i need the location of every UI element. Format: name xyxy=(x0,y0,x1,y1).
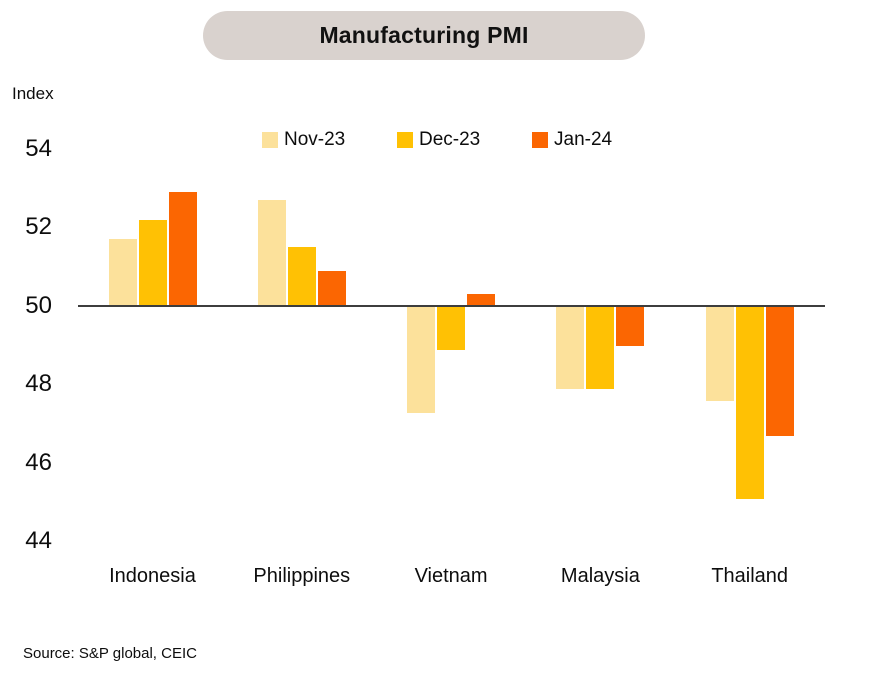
legend-item-dec-23: Dec-23 xyxy=(397,129,481,150)
bar-indonesia-nov-23 xyxy=(108,239,137,306)
bar-philippines-jan-24 xyxy=(317,270,346,306)
y-tick-label-54: 54 xyxy=(25,135,52,162)
bar-philippines-dec-23 xyxy=(287,247,316,306)
legend-item-jan-24: Jan-24 xyxy=(532,129,613,150)
bar-malaysia-dec-23 xyxy=(586,306,615,390)
y-tick-label-48: 48 xyxy=(25,370,52,398)
legend-item-nov-23: Nov-23 xyxy=(262,129,346,150)
bar-thailand-jan-24 xyxy=(765,306,794,437)
y-tick-label-50: 50 xyxy=(25,291,52,319)
source-note: Source: S&P global, CEIC xyxy=(23,645,197,662)
bar-indonesia-dec-23 xyxy=(138,219,167,306)
bar-vietnam-jan-24 xyxy=(467,294,496,306)
y-tick-label-46: 46 xyxy=(25,448,52,476)
legend-label-dec-23: Dec-23 xyxy=(419,129,481,150)
bar-thailand-dec-23 xyxy=(735,306,764,499)
y-tick-label-44: 44 xyxy=(25,527,52,554)
legend-label-nov-23: Nov-23 xyxy=(284,129,346,150)
bar-indonesia-jan-24 xyxy=(168,192,197,306)
x-category-label-thailand: Thailand xyxy=(711,565,789,587)
bar-malaysia-jan-24 xyxy=(616,306,645,346)
chart-title-pill: Manufacturing PMI xyxy=(203,11,645,60)
x-category-label-philippines: Philippines xyxy=(253,565,351,587)
y-tick-label-52: 52 xyxy=(25,213,52,241)
bar-malaysia-nov-23 xyxy=(556,306,585,390)
baseline-axis xyxy=(78,304,825,307)
x-category-label-vietnam: Vietnam xyxy=(414,565,488,587)
legend-swatch-nov-23-icon xyxy=(262,132,278,148)
bar-philippines-nov-23 xyxy=(257,199,286,306)
legend-label-jan-24: Jan-24 xyxy=(554,129,613,150)
legend-swatch-jan-24-icon xyxy=(532,132,548,148)
bar-vietnam-nov-23 xyxy=(407,306,436,413)
chart-title: Manufacturing PMI xyxy=(319,22,529,48)
x-category-label-indonesia: Indonesia xyxy=(109,565,196,587)
legend-swatch-dec-23-icon xyxy=(397,132,413,148)
y-axis-unit-label: Index xyxy=(12,84,54,103)
bar-thailand-nov-23 xyxy=(705,306,734,401)
x-category-label-malaysia: Malaysia xyxy=(560,565,640,587)
bar-vietnam-dec-23 xyxy=(437,306,466,350)
